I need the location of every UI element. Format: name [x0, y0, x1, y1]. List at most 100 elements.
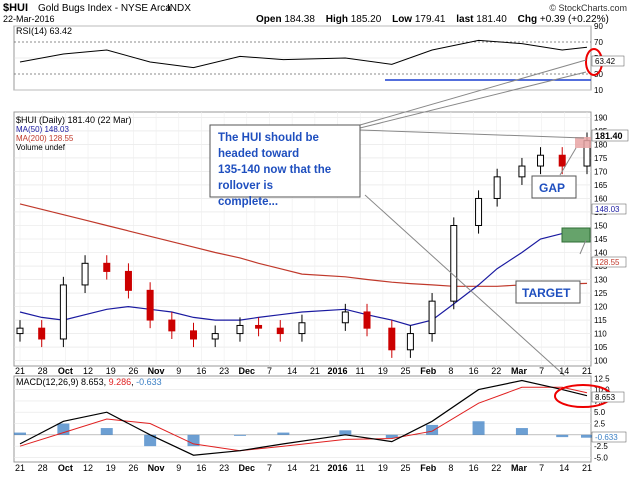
macd-hist-tag: [591, 431, 627, 443]
macd-hist-bar: [581, 434, 593, 438]
x-tick-label: 25: [401, 463, 411, 473]
macd-value-tag: [591, 391, 625, 403]
macd-hist-bar: [144, 434, 157, 447]
macd-hist-bar: [426, 424, 439, 435]
candle-body: [190, 330, 198, 340]
price-tick-label: 150: [594, 221, 608, 230]
macd-tick-label: -5.0: [594, 453, 608, 462]
price-tick-label: 145: [594, 235, 608, 244]
legend-ma200: MA(200) 128.55: [16, 134, 74, 143]
target-label: TARGET: [522, 286, 571, 300]
x-tick-label: Nov: [148, 463, 165, 473]
x-tick-label: Mar: [511, 366, 528, 376]
macd-hist-bar: [515, 428, 528, 435]
x-tick-label: Oct: [58, 366, 73, 376]
index-name: Gold Bugs Index - NYSE Arca: [38, 3, 171, 14]
target-box: [515, 280, 581, 304]
x-tick-label: 14: [559, 463, 569, 473]
x-tick-label: Dec: [239, 463, 256, 473]
price-tick-label: 105: [594, 343, 608, 352]
macd-histogram: [14, 421, 593, 447]
macd-hist-bar: [277, 432, 290, 435]
x-tick-label: 7: [267, 463, 272, 473]
macd-hist-bar: [472, 421, 485, 435]
candle-body: [475, 197, 483, 226]
rsi-value-tag: [591, 55, 625, 67]
candle-body: [38, 327, 46, 340]
last-price-text: 181.40: [595, 131, 623, 141]
macd-hist-bar: [187, 434, 200, 447]
macd-tick-label: 10.0: [594, 386, 610, 395]
price-tick-label: 160: [594, 194, 608, 203]
candle-body: [537, 154, 545, 167]
candle-body: [518, 165, 526, 178]
gap-label: GAP: [539, 181, 565, 195]
rsi-tick-label: 30: [594, 70, 603, 79]
x-tick-label: 16: [196, 366, 206, 376]
candle-body: [428, 300, 436, 335]
macd-gridlines: [14, 377, 591, 458]
x-tick-label: 12: [83, 366, 93, 376]
price-tick-label: 170: [594, 167, 608, 176]
macd-hist-bar: [385, 434, 398, 439]
ma200-line: [19, 203, 588, 287]
price-tick-label: 115: [594, 316, 607, 325]
x-tick-label: 26: [128, 463, 138, 473]
target-zone: [561, 227, 591, 243]
candle-body: [450, 224, 458, 302]
x-tick-label: 21: [310, 463, 320, 473]
x-tick-label: 7: [539, 463, 544, 473]
x-tick-label: 28: [38, 463, 48, 473]
macd-x-axis: 21 28 Oct 12 19 26 Nov 9 16 23 Dec 7 14 21 2016 11 19 25 F…: [15, 463, 592, 473]
price-tick-label: 130: [594, 276, 608, 285]
x-tick-label: 21: [582, 463, 592, 473]
x-tick-label: 8: [448, 366, 453, 376]
macd-value-text: 8.653: [595, 393, 616, 402]
x-tick-label: 19: [106, 463, 116, 473]
x-tick-label: 7: [539, 366, 544, 376]
gap-box: [531, 175, 577, 199]
candle-body: [103, 262, 111, 272]
candle-body: [124, 270, 132, 291]
x-tick-label: 2016: [328, 366, 348, 376]
rsi-tick-label: 70: [594, 38, 603, 47]
rsi-value-text: 63.42: [595, 57, 616, 66]
x-tick-label: Nov: [148, 366, 165, 376]
x-tick-label: 11: [356, 366, 365, 376]
price-axis: 1901851801751701651601551501451401351301…: [594, 113, 608, 365]
x-tick-label: 22: [491, 463, 501, 473]
x-tick-label: 23: [219, 463, 229, 473]
x-tick-label: 2016: [328, 463, 348, 473]
candle-body: [168, 319, 176, 332]
x-tick-label: 21: [582, 366, 592, 376]
ma50-tag: [591, 203, 627, 215]
price-tick-label: 120: [594, 303, 608, 312]
candle-body: [388, 327, 396, 351]
candle-body: [255, 324, 263, 329]
macd-hist-bar: [14, 432, 26, 435]
x-tick-label: 9: [176, 366, 181, 376]
x-tick-label: 14: [287, 366, 297, 376]
x-tick-label: 11: [356, 463, 365, 473]
ma200-tag: [591, 256, 627, 268]
rsi-tick-label: 90: [594, 22, 603, 31]
rsi-line: [19, 39, 588, 69]
x-tick-label: 16: [469, 463, 479, 473]
x-tick-label: 19: [106, 366, 116, 376]
macd-tick-label: 12.5: [594, 374, 610, 383]
candle-body: [81, 262, 89, 286]
candlesticks: [16, 132, 591, 358]
macd-hist-bar: [339, 430, 352, 435]
candle-body: [59, 284, 67, 340]
price-tick-label: 190: [594, 113, 608, 122]
x-tick-label: 14: [559, 366, 569, 376]
x-tick-label: 14: [287, 463, 297, 473]
macd-hist-bar: [556, 434, 569, 438]
candle-body: [341, 311, 349, 324]
price-tick-label: 110: [594, 330, 607, 339]
forecast-box: [209, 124, 361, 198]
macd-frame: [13, 375, 592, 463]
rsi-tick-label: 10: [594, 86, 603, 95]
x-tick-label: Feb: [420, 463, 437, 473]
